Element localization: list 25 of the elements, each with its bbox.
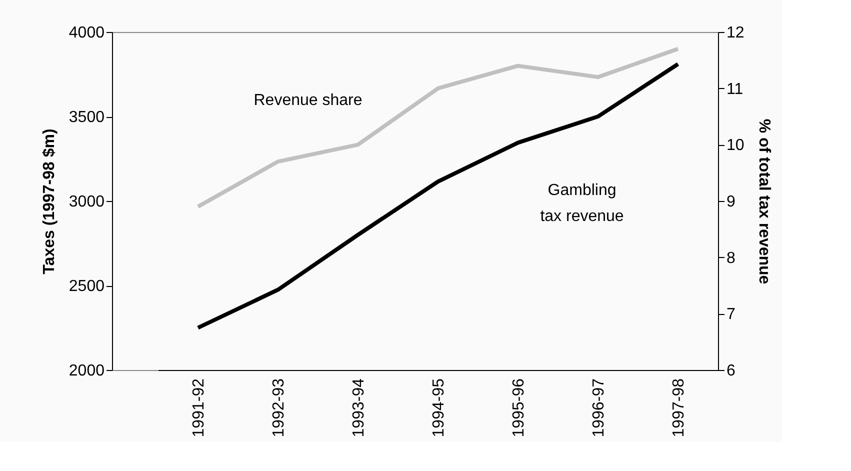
y2-tick-label: 7 (726, 306, 736, 324)
series-label: Revenue share (254, 92, 362, 109)
x-tick-label: 1993-94 (350, 378, 368, 438)
y-tick-label: 4000 (68, 24, 105, 42)
line-series (196, 62, 680, 330)
x-tick-label: 1994-95 (430, 378, 448, 438)
y-tick-label: 3000 (68, 194, 105, 210)
x-tick-label: 1995-96 (510, 378, 528, 438)
y-tick-label: 3500 (68, 109, 105, 126)
y2-tick-label: 12 (726, 24, 744, 42)
y-tick-label: 2000 (68, 362, 105, 380)
y-tick-label: 2500 (68, 278, 105, 295)
line-series (196, 46, 680, 209)
x-tick-label: 1996-97 (590, 378, 608, 438)
x-tick-label: 1991-92 (190, 378, 208, 438)
y2-axis-title: % of total tax revenue (755, 118, 772, 284)
y2-tick-label: 8 (726, 250, 736, 267)
y2-tick-label: 6 (726, 362, 736, 380)
y2-tick-label: 10 (726, 137, 744, 154)
y2-tick-label: 11 (726, 80, 744, 98)
x-tick-label: 1992-93 (270, 378, 288, 438)
text: Gambling tax revenue (540, 182, 624, 225)
x-tick-label: 1997-98 (670, 378, 688, 438)
y-axis-title: Taxes (1997-98 $m) (40, 128, 58, 274)
y2-tick-label: 9 (726, 194, 736, 210)
